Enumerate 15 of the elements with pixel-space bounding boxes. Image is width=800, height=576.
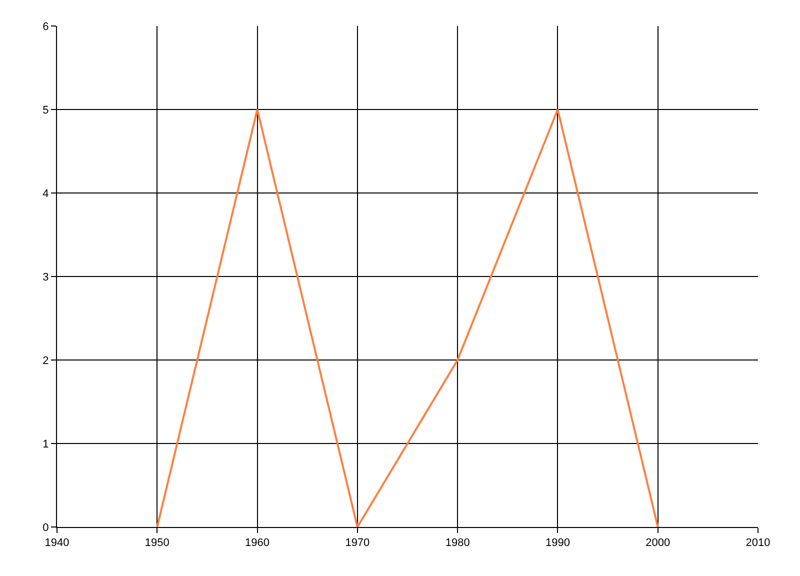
y-tick-label: 6: [42, 20, 49, 33]
x-tick-label: 2000: [646, 537, 670, 550]
x-tick-label: 1990: [545, 537, 570, 550]
x-tick-label: 1970: [345, 537, 370, 550]
y-tick-label: 1: [42, 438, 49, 450]
x-tick-label: 1960: [245, 537, 270, 550]
x-tick-label: 1950: [144, 537, 170, 550]
x-tick-label: 1940: [44, 537, 70, 550]
y-tick-label: 0: [42, 522, 49, 534]
x-tick-label: 1980: [445, 537, 470, 550]
y-tick-label: 3: [42, 271, 49, 284]
y-tick-label: 4: [42, 188, 49, 200]
y-tick-label: 2: [42, 354, 49, 367]
x-tick-label: 2010: [746, 537, 770, 550]
y-tick-label: 5: [42, 104, 49, 116]
